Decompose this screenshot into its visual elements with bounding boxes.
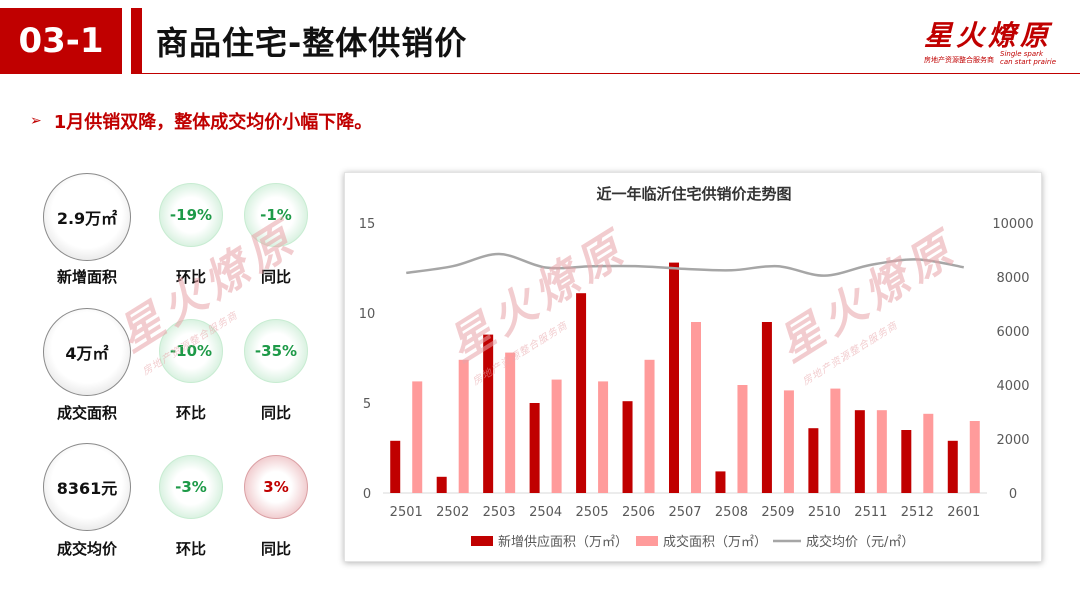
kpi-new-area-hb-value: -19% (169, 206, 213, 224)
kpi-new-area-hb-circle: -19% (159, 183, 223, 247)
arrow-bullet-icon: ➢ (30, 113, 42, 129)
y-right-tick-label: 2000 (996, 433, 1029, 448)
x-tick-label: 2509 (761, 505, 794, 520)
kpi-deal-area-circle: 4万㎡ (43, 308, 131, 396)
y-right-tick-label: 6000 (996, 325, 1029, 340)
x-tick-label: 2507 (668, 505, 701, 520)
bar-deal-area (969, 421, 980, 493)
kpi-new-area-label: 新增面积 (56, 268, 117, 286)
y-left-tick-label: 0 (363, 487, 371, 502)
kpi-deal-area-tb-label: 同比 (260, 404, 291, 422)
kpi-new-area-tb-circle: -1% (244, 183, 308, 247)
y-right-tick-label: 0 (1009, 487, 1017, 502)
bar-new-supply (761, 322, 772, 493)
kpi-new-area-value: 2.9万㎡ (56, 209, 118, 228)
x-tick-label: 2510 (808, 505, 841, 520)
kpi-avg-price-value: 8361元 (56, 479, 118, 498)
x-tick-label: 2508 (715, 505, 748, 520)
bar-new-supply (669, 262, 679, 493)
page-title: 商品住宅-整体供销价 (156, 24, 468, 62)
kpi-avg-price-tb-circle: 3% (244, 455, 308, 519)
bar-deal-area (598, 381, 609, 493)
bar-deal-area (737, 385, 748, 493)
bar-new-supply (947, 440, 958, 493)
kpi-deal-area-hb-circle: -10% (159, 319, 223, 383)
x-tick-label: 2601 (947, 505, 980, 520)
kpi-new-area-tb-value: -1% (260, 206, 292, 224)
bar-deal-area (412, 381, 423, 493)
legend-label-deal-area: 成交面积（万㎡） (663, 534, 767, 550)
logo-subtitle-en: Single spark can start prairie (1000, 50, 1060, 66)
bar-deal-area (923, 413, 934, 493)
x-tick-label: 2506 (622, 505, 655, 520)
section-number-badge: 03-1 (0, 8, 122, 74)
kpi-avg-price-tb-label: 同比 (260, 540, 291, 558)
header-divider (131, 73, 1080, 74)
bar-new-supply (390, 440, 401, 493)
bar-new-supply (529, 403, 540, 493)
kpi-avg-price-tb-value: 3% (263, 478, 289, 496)
kpi-deal-area-tb-value: -35% (254, 342, 298, 360)
kpi-avg-price-hb-label: 环比 (175, 540, 206, 558)
legend-swatch-deal-area (636, 536, 658, 546)
logo-subtitle-en-line2: can start prairie (1000, 58, 1057, 66)
y-right-tick-label: 10000 (992, 217, 1033, 232)
kpi-deal-area-label: 成交面积 (56, 404, 117, 422)
header-accent-bar (131, 8, 142, 74)
bar-deal-area (644, 359, 655, 493)
chart-svg: 近一年临沂住宅供销价走势图 0 5 10 15 0 2000 4000 6000 8000 1000… (359, 185, 1034, 550)
bar-deal-area (458, 359, 469, 493)
x-tick-label: 2512 (901, 505, 934, 520)
bar-new-supply (483, 334, 494, 493)
kpi-new-area-circle: 2.9万㎡ (43, 173, 131, 261)
x-tick-label: 2504 (529, 505, 562, 520)
bar-new-supply (854, 410, 865, 493)
kpi-avg-price-circle: 8361元 (43, 443, 131, 531)
y-right-tick-label: 4000 (996, 379, 1029, 394)
kpi-avg-price-hb-value: -3% (175, 478, 207, 496)
bar-deal-area (505, 352, 516, 493)
bar-new-supply (436, 476, 447, 493)
bar-deal-area (783, 390, 794, 493)
kpi-deal-area-hb-label: 环比 (175, 404, 206, 422)
bar-new-supply (901, 430, 912, 493)
bar-new-supply (576, 293, 587, 493)
kpi-avg-price-hb-circle: -3% (159, 455, 223, 519)
summary-text: 1月供销双降，整体成交均价小幅下降。 (53, 112, 373, 133)
x-tick-label: 2511 (854, 505, 887, 520)
kpi-deal-area-hb-value: -10% (169, 342, 213, 360)
bar-deal-area (551, 379, 562, 493)
kpi-new-area-hb-label: 环比 (175, 268, 206, 286)
bar-new-supply (808, 428, 819, 493)
y-right-tick-label: 8000 (996, 271, 1029, 286)
bar-new-supply (622, 401, 633, 493)
y-left-tick-label: 15 (359, 217, 376, 232)
bar-deal-area (876, 410, 887, 493)
chart-panel: 近一年临沂住宅供销价走势图 0 5 10 15 0 2000 4000 6000 8000 1000… (344, 172, 1042, 562)
brand-logo: 星火燎原 房地产资源整合服务商 Single spark can start p… (914, 14, 1064, 72)
logo-subtitle-en-line1: Single spark (1000, 50, 1044, 58)
summary-bullet: ➢ 1月供销双降，整体成交均价小幅下降。 (30, 108, 372, 134)
bar-deal-area (691, 322, 701, 493)
y-left-tick-label: 5 (363, 397, 371, 412)
section-number: 03-1 (18, 21, 104, 61)
line-avg-price (406, 252, 964, 277)
y-left-tick-label: 10 (359, 307, 376, 322)
kpi-deal-area-value: 4万㎡ (65, 344, 109, 363)
x-tick-label: 2505 (576, 505, 609, 520)
logo-subtitle-cn: 房地产资源整合服务商 (924, 56, 994, 64)
legend-label-avg-price: 成交均价（元/㎡） (806, 534, 914, 550)
legend-label-new-supply: 新增供应面积（万㎡） (498, 534, 628, 550)
kpi-deal-area-tb-circle: -35% (244, 319, 308, 383)
logo-wordmark: 星火燎原 (924, 19, 1053, 52)
bar-new-supply (715, 471, 726, 493)
chart-title: 近一年临沂住宅供销价走势图 (596, 185, 791, 203)
kpi-avg-price-label: 成交均价 (56, 540, 117, 558)
x-tick-label: 2503 (483, 505, 516, 520)
kpi-new-area-tb-label: 同比 (260, 268, 291, 286)
legend-swatch-new-supply (471, 536, 493, 546)
x-tick-label: 2502 (436, 505, 469, 520)
x-tick-label: 2501 (390, 505, 423, 520)
bar-deal-area (830, 388, 841, 493)
